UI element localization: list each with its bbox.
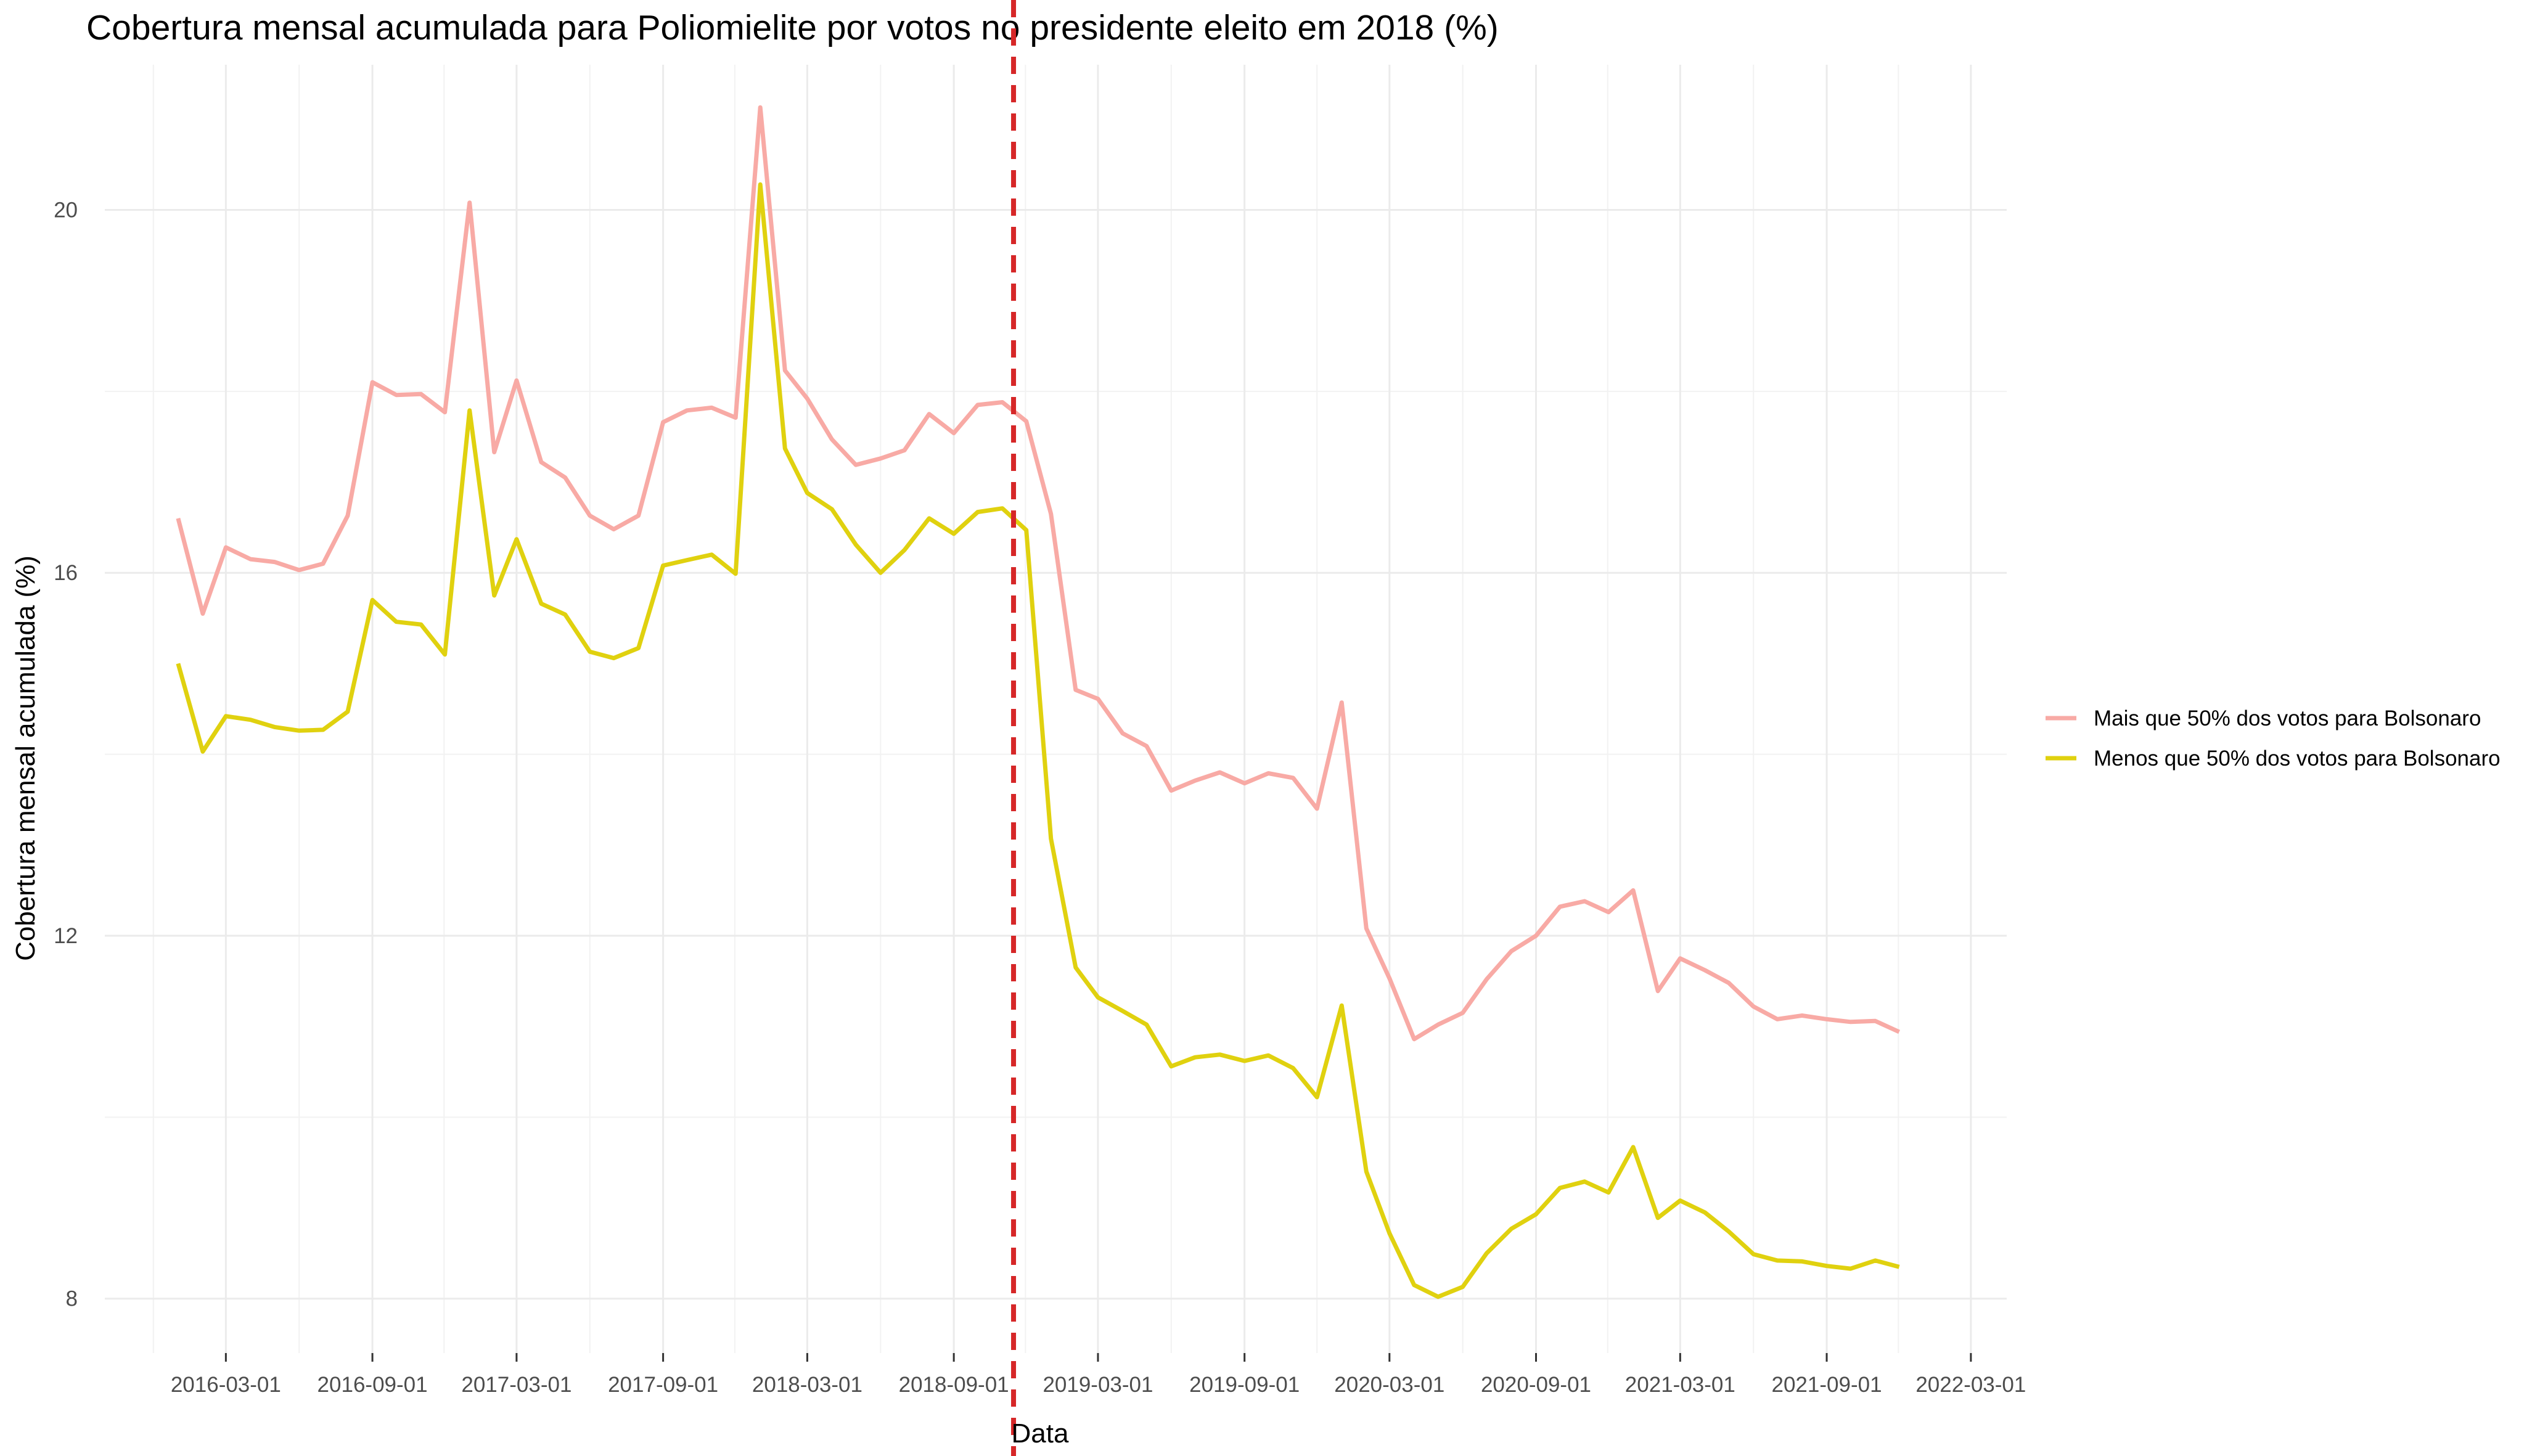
x-tick-label: 2020-09-01	[1481, 1373, 1591, 1397]
y-tick-label: 8	[66, 1287, 78, 1311]
x-tick-label: 2017-03-01	[461, 1373, 571, 1397]
x-tick-labels: 2016-03-01 2016-09-01 2017-03-01 2017-09-01…	[171, 1373, 2026, 1397]
series-lines	[176, 105, 1901, 1299]
x-tick-label: 2020-03-01	[1334, 1373, 1444, 1397]
x-axis-title: Data	[1012, 1418, 1069, 1449]
legend: Mais que 50% dos votos para Bolsonaro Men…	[2046, 706, 2501, 771]
x-tick-label: 2016-03-01	[171, 1373, 281, 1397]
grid-minor	[105, 65, 2007, 1353]
series-line-2	[176, 182, 1900, 1299]
series-line-1	[176, 105, 1901, 1042]
y-tick-label: 16	[54, 561, 78, 585]
x-tick-marks	[224, 1353, 1972, 1362]
x-tick-label: 2021-03-01	[1625, 1373, 1735, 1397]
legend-label-2: Menos que 50% dos votos para Bolsonaro	[2094, 746, 2501, 771]
x-tick-label: 2017-09-01	[608, 1373, 718, 1397]
x-tick-label: 2019-09-01	[1189, 1373, 1300, 1397]
x-tick-label: 2018-09-01	[899, 1373, 1009, 1397]
y-tick-label: 20	[54, 198, 78, 222]
x-tick-label: 2016-09-01	[317, 1373, 428, 1397]
chart-title: Cobertura mensal acumulada para Poliomie…	[86, 8, 1499, 47]
x-tick-label: 2021-09-01	[1772, 1373, 1882, 1397]
y-tick-label: 12	[54, 924, 78, 948]
grid-major	[105, 65, 2007, 1353]
x-tick-label: 2019-03-01	[1043, 1373, 1153, 1397]
x-tick-label: 2018-03-01	[752, 1373, 862, 1397]
y-tick-labels: 8 12 16 20	[54, 198, 78, 1311]
legend-label-1: Mais que 50% dos votos para Bolsonaro	[2094, 706, 2481, 730]
y-axis-title: Cobertura mensal acumulada (%)	[10, 555, 41, 961]
x-tick-label: 2022-03-01	[1915, 1373, 2026, 1397]
